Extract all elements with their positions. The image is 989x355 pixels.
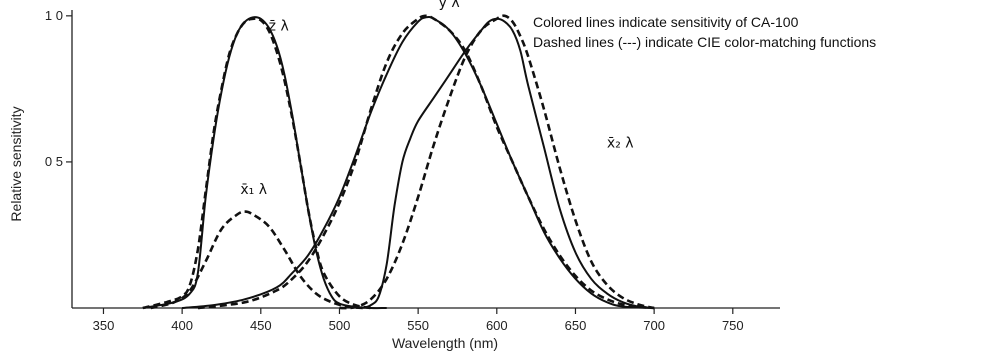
x-tick-label: 750 <box>722 318 744 333</box>
curve-label-x: x̄₁ λ <box>240 182 267 198</box>
x-tick-label: 600 <box>486 318 508 333</box>
x-tick-label: 400 <box>171 318 193 333</box>
series-x2-sensor-solid-line <box>362 17 655 309</box>
y-axis-label: Relative sensitivity <box>8 106 24 221</box>
y-ticks: 0 5 1 0 <box>45 8 72 169</box>
series-y-sensor-solid-line <box>182 15 655 309</box>
y-tick-label: 1 0 <box>45 8 63 23</box>
series-x2-cie-dashed-line <box>339 14 655 310</box>
series-z-cie-dashed-line <box>142 17 372 310</box>
curves <box>142 14 655 310</box>
curve-label-x: x̄₂ λ <box>607 135 634 151</box>
x-tick-label: 450 <box>250 318 272 333</box>
curve-label-z: z̄ λ <box>269 18 289 34</box>
x-tick-label: 550 <box>407 318 429 333</box>
note-dashed-lines: Dashed lines (---) indicate CIE color-ma… <box>533 34 877 50</box>
x-axis-label: Wavelength (nm) <box>392 335 498 351</box>
x-tick-label: 500 <box>329 318 351 333</box>
x-ticks: 350 400 450 500 550 600 650 700 750 <box>93 308 744 333</box>
x-tick-label: 700 <box>643 318 665 333</box>
axes <box>71 10 780 309</box>
y-tick-label: 0 5 <box>45 154 63 169</box>
x-tick-label: 650 <box>565 318 587 333</box>
series-y-cie-dashed-line <box>197 14 655 310</box>
series-z-sensor-solid-line <box>142 16 387 310</box>
x-tick-label: 350 <box>93 318 115 333</box>
curve-label-y: ȳ λ <box>439 0 460 11</box>
note-colored-lines: Colored lines indicate sensitivity of CA… <box>533 14 799 30</box>
series-x1-cie-dashed-line <box>150 210 364 310</box>
curve-labels: z̄ λ ȳ λ x̄₁ λ x̄₂ λ <box>240 0 633 198</box>
